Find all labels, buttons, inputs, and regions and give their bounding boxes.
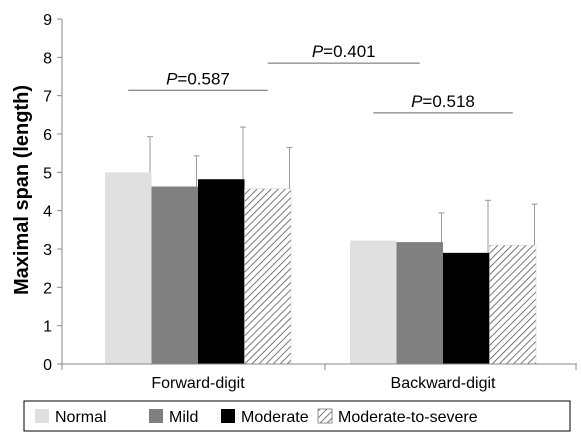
y-tick-label: 5 xyxy=(43,165,52,182)
x-tick-label: Backward-digit xyxy=(391,375,496,392)
bar-moderate-to-severe-backward-digit xyxy=(489,244,537,365)
legend-swatch xyxy=(317,408,333,424)
y-tick-label: 0 xyxy=(43,357,52,374)
y-tick-label: 2 xyxy=(43,280,52,297)
y-tick-label: 6 xyxy=(43,127,52,144)
legend-label: Mild xyxy=(169,409,198,426)
legend: Normal Mild Moderate Moderate-to-severe xyxy=(23,400,571,432)
y-tick-label: 7 xyxy=(43,89,52,106)
x-tick-label: Forward-digit xyxy=(151,375,245,392)
bar-moderate-to-severe-forward-digit xyxy=(244,188,292,365)
legend-swatch xyxy=(149,409,163,423)
plot-area: 0 1 2 3 4 5 6 7 8 9 Forward-digit Backward-digit xyxy=(43,12,577,392)
p-value-annotation: P=0.401 xyxy=(312,42,376,61)
legend-label: Moderate-to-severe xyxy=(338,409,478,426)
bar-moderate-backward-digit xyxy=(443,252,490,364)
y-tick-label: 9 xyxy=(43,12,52,29)
bar-normal-backward-digit xyxy=(350,240,397,364)
legend-label: Normal xyxy=(55,409,107,426)
legend-swatch xyxy=(35,409,49,423)
bar-moderate-forward-digit xyxy=(198,179,245,364)
bar-mild-forward-digit xyxy=(151,186,198,364)
legend-swatch xyxy=(221,409,235,423)
bar-normal-forward-digit xyxy=(105,172,152,364)
bar-mild-backward-digit xyxy=(396,242,443,364)
p-value-annotation: P=0.587 xyxy=(166,69,230,88)
y-tick-label: 3 xyxy=(43,242,52,259)
annotations: P=0.587 P=0.518 P=0.401 xyxy=(128,42,513,114)
y-tick-label: 8 xyxy=(43,50,52,67)
legend-box xyxy=(23,400,571,432)
p-value-annotation: P=0.518 xyxy=(411,92,475,111)
y-tick-label: 1 xyxy=(43,319,52,336)
y-tick-label: 4 xyxy=(43,204,52,221)
legend-label: Moderate xyxy=(241,409,309,426)
y-axis-label: Maximal span (length) xyxy=(11,85,33,295)
